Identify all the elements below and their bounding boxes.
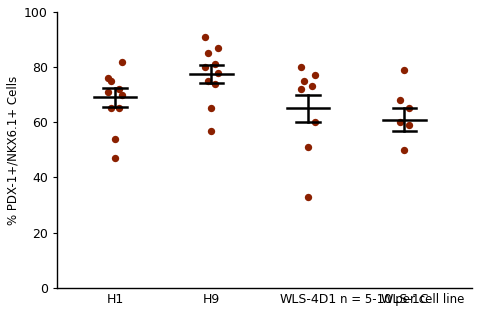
Point — [115, 87, 123, 92]
Point — [215, 70, 222, 75]
Point — [308, 84, 316, 89]
Point — [406, 106, 413, 111]
Point — [304, 145, 312, 150]
Point — [406, 122, 413, 128]
Point — [204, 78, 211, 84]
Point — [115, 106, 123, 111]
Point — [297, 87, 305, 92]
Point — [396, 98, 403, 103]
Point — [107, 78, 115, 84]
Point — [311, 73, 319, 78]
Point — [104, 89, 112, 94]
Point — [300, 78, 308, 84]
Point — [215, 45, 222, 50]
Point — [118, 59, 125, 64]
Point — [400, 67, 408, 72]
Point — [396, 120, 403, 125]
Point — [311, 120, 319, 125]
Point — [118, 92, 125, 97]
Point — [207, 128, 215, 133]
Point — [304, 194, 312, 199]
Point — [204, 51, 211, 56]
Point — [107, 106, 115, 111]
Point — [400, 147, 408, 152]
Y-axis label: % PDX-1+/NKX6.1+ Cells: % PDX-1+/NKX6.1+ Cells — [7, 75, 20, 225]
Point — [111, 156, 119, 161]
Point — [211, 62, 219, 67]
Text: n = 5-10 per cell line: n = 5-10 per cell line — [340, 293, 465, 306]
Point — [297, 64, 305, 70]
Point — [104, 76, 112, 81]
Point — [211, 81, 219, 86]
Point — [207, 106, 215, 111]
Point — [201, 34, 208, 39]
Point — [111, 136, 119, 141]
Point — [201, 64, 208, 70]
